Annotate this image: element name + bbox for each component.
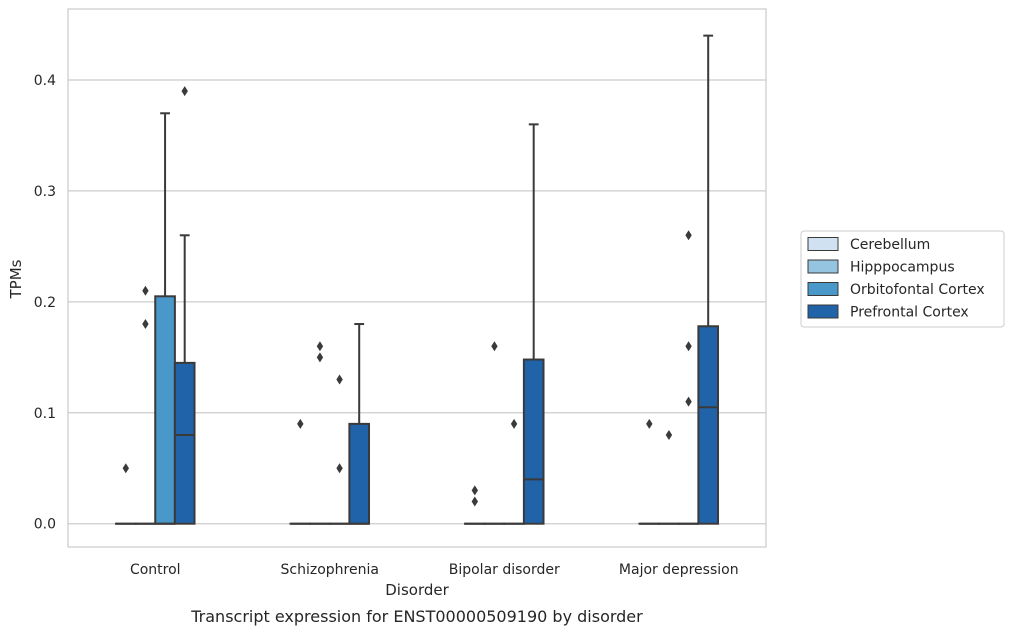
outlier-point xyxy=(181,86,188,97)
legend-frame xyxy=(800,230,1005,328)
y-tick-label: 0.1 xyxy=(34,406,56,422)
legend: Cerebellum Hipppocampus Orbitofontal Corte… xyxy=(800,230,1005,328)
x-tick-label: Bipolar disorder xyxy=(449,562,560,578)
outlier-point xyxy=(685,396,692,407)
outlier-point xyxy=(142,319,149,330)
box-body xyxy=(697,325,720,525)
box-1-3 xyxy=(348,323,371,525)
box-0-3 xyxy=(173,86,196,525)
x-tick-label: Control xyxy=(130,562,181,578)
y-axis-title: TPMs xyxy=(7,259,25,299)
box-2-3 xyxy=(522,123,545,525)
legend-swatch xyxy=(807,282,839,296)
legend-swatch xyxy=(807,259,839,274)
outlier-point xyxy=(297,418,304,429)
outlier-point xyxy=(142,285,149,296)
outlier-point xyxy=(336,374,343,385)
legend-swatch xyxy=(807,304,839,319)
box-body xyxy=(348,422,371,525)
x-axis-title: Disorder xyxy=(385,581,449,599)
legend-label: Hipppocampus xyxy=(850,260,955,276)
y-tick-labels: 0.0 0.1 0.2 0.3 0.4 xyxy=(34,73,56,533)
legend-swatch xyxy=(807,237,839,251)
box-2-2 xyxy=(503,418,525,525)
outlier-point xyxy=(646,418,653,429)
box-1-2 xyxy=(328,374,351,525)
legend-label: Cerebellum xyxy=(850,237,930,253)
box-3-3 xyxy=(697,34,720,525)
chart-caption: Transcript expression for ENST0000050919… xyxy=(190,607,643,626)
boxes xyxy=(114,34,720,525)
outlier-point xyxy=(685,341,692,352)
y-tick-label: 0.2 xyxy=(34,295,56,311)
outlier-point xyxy=(316,352,324,363)
legend-label: Prefrontal Cortex xyxy=(850,305,969,321)
y-tick-label: 0.3 xyxy=(34,184,56,200)
y-tick-label: 0.4 xyxy=(34,73,56,89)
x-tick-labels: Control Schizophrenia Bipolar disorder Majo… xyxy=(130,562,739,578)
box-body xyxy=(154,295,176,525)
box-2-0 xyxy=(463,485,486,525)
outlier-point xyxy=(122,463,130,474)
outlier-point xyxy=(665,429,673,440)
legend-label: Orbitofontal Cortex xyxy=(850,282,985,298)
plot-frame xyxy=(67,8,767,548)
box-0-2 xyxy=(154,112,176,525)
outlier-point xyxy=(316,341,324,352)
outlier-point xyxy=(471,485,479,496)
x-tick-label: Major depression xyxy=(619,562,739,578)
x-tick-label: Schizophrenia xyxy=(281,562,379,578)
box-2-1 xyxy=(483,341,506,525)
outlier-point xyxy=(471,496,479,507)
outlier-point xyxy=(510,418,518,429)
y-tick-label: 0.0 xyxy=(34,517,56,533)
outlier-point xyxy=(336,463,343,474)
outlier-point xyxy=(491,341,498,352)
outlier-point xyxy=(685,230,692,241)
box-body xyxy=(522,358,545,525)
box-body xyxy=(173,361,196,525)
